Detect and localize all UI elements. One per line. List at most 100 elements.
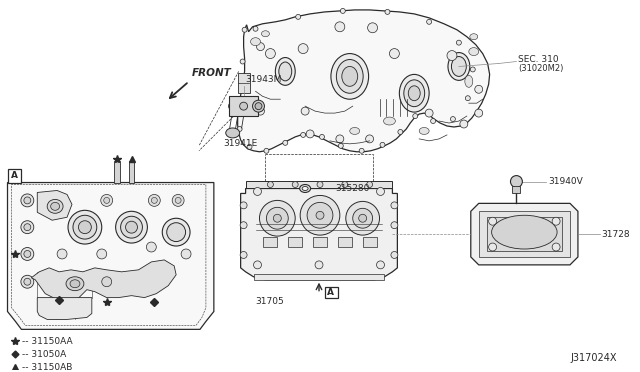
Circle shape: [253, 187, 262, 195]
Circle shape: [359, 148, 364, 153]
Ellipse shape: [465, 76, 473, 87]
Ellipse shape: [300, 185, 310, 192]
Circle shape: [367, 23, 378, 33]
Text: SEC. 310: SEC. 310: [518, 55, 559, 64]
Text: (31020M2): (31020M2): [518, 64, 564, 73]
Circle shape: [470, 67, 476, 72]
Circle shape: [346, 201, 380, 235]
Bar: [363, 237, 376, 247]
Text: -- 31050A: -- 31050A: [22, 350, 67, 359]
Circle shape: [451, 116, 456, 122]
Circle shape: [489, 217, 497, 225]
Circle shape: [100, 195, 113, 206]
Circle shape: [268, 182, 273, 187]
Circle shape: [413, 113, 418, 119]
Ellipse shape: [125, 221, 138, 233]
Polygon shape: [37, 298, 92, 320]
Circle shape: [240, 59, 245, 64]
Text: A: A: [328, 288, 335, 297]
Circle shape: [264, 148, 269, 153]
Circle shape: [358, 214, 367, 222]
Ellipse shape: [68, 210, 102, 244]
Circle shape: [376, 187, 385, 195]
Text: 31943M: 31943M: [246, 75, 282, 84]
Bar: [264, 237, 277, 247]
Circle shape: [431, 119, 436, 124]
Circle shape: [315, 261, 323, 269]
Ellipse shape: [66, 277, 84, 291]
Bar: [129, 161, 134, 183]
Circle shape: [380, 142, 385, 147]
Circle shape: [253, 26, 258, 31]
Circle shape: [57, 249, 67, 259]
Ellipse shape: [408, 86, 420, 101]
Circle shape: [273, 214, 282, 222]
Circle shape: [489, 243, 497, 251]
Circle shape: [391, 222, 398, 229]
Text: 31940V: 31940V: [548, 177, 583, 186]
Ellipse shape: [228, 100, 244, 112]
Text: -- 31150AA: -- 31150AA: [22, 337, 73, 346]
Circle shape: [240, 202, 247, 209]
Bar: [114, 161, 120, 183]
Ellipse shape: [383, 117, 396, 125]
Circle shape: [336, 135, 344, 143]
Ellipse shape: [448, 52, 470, 80]
Bar: [253, 274, 385, 280]
Circle shape: [257, 107, 264, 115]
Ellipse shape: [399, 74, 429, 112]
Circle shape: [456, 40, 461, 45]
Bar: [313, 237, 327, 247]
Circle shape: [316, 211, 324, 219]
Circle shape: [301, 107, 309, 115]
Bar: [479, 211, 570, 257]
Circle shape: [390, 49, 399, 58]
Circle shape: [240, 222, 247, 229]
Circle shape: [317, 182, 323, 187]
Circle shape: [391, 251, 398, 259]
Circle shape: [300, 195, 340, 235]
Ellipse shape: [350, 128, 360, 134]
Bar: [513, 186, 520, 193]
Circle shape: [104, 198, 109, 203]
Circle shape: [340, 9, 346, 13]
Ellipse shape: [275, 58, 295, 85]
Circle shape: [307, 202, 333, 228]
Circle shape: [391, 202, 398, 209]
Ellipse shape: [47, 199, 63, 213]
Ellipse shape: [116, 211, 147, 243]
Ellipse shape: [331, 54, 369, 99]
Circle shape: [21, 194, 34, 207]
Circle shape: [365, 135, 374, 143]
Circle shape: [24, 250, 31, 257]
Circle shape: [24, 197, 31, 204]
Bar: [237, 73, 250, 93]
Circle shape: [425, 109, 433, 117]
Circle shape: [21, 221, 34, 234]
Bar: [288, 237, 302, 247]
Bar: [325, 287, 338, 298]
Ellipse shape: [419, 128, 429, 134]
Circle shape: [181, 249, 191, 259]
Circle shape: [21, 247, 34, 260]
Bar: [228, 96, 259, 116]
Ellipse shape: [239, 102, 248, 110]
Text: 31728: 31728: [602, 230, 630, 238]
Text: J317024X: J317024X: [570, 353, 616, 363]
Text: 31705: 31705: [255, 297, 284, 306]
Ellipse shape: [451, 57, 467, 76]
Circle shape: [266, 49, 275, 58]
Ellipse shape: [79, 221, 92, 234]
Circle shape: [460, 120, 468, 128]
Ellipse shape: [51, 202, 60, 210]
Bar: [338, 237, 352, 247]
Ellipse shape: [492, 215, 557, 249]
Circle shape: [24, 278, 31, 285]
Circle shape: [266, 207, 288, 229]
Circle shape: [447, 51, 457, 61]
Circle shape: [342, 182, 348, 187]
Circle shape: [552, 243, 560, 251]
Circle shape: [242, 27, 247, 32]
Circle shape: [21, 275, 34, 288]
Circle shape: [257, 43, 264, 51]
